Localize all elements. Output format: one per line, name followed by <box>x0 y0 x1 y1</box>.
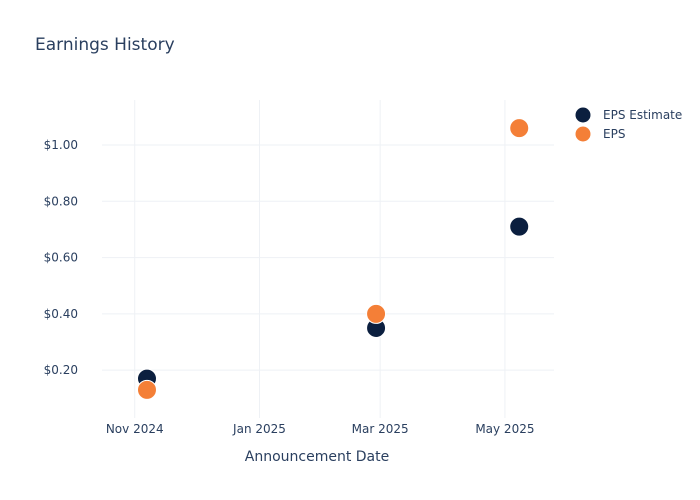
grid-layer <box>102 100 554 418</box>
y-tick-label: $0.80 <box>44 194 78 208</box>
data-point[interactable] <box>366 303 387 324</box>
y-tick-label: $1.00 <box>44 138 78 152</box>
y-tick-label: $0.40 <box>44 307 78 321</box>
series-eps <box>136 118 530 400</box>
x-tick-label: Mar 2025 <box>352 422 409 436</box>
data-point[interactable] <box>136 379 157 400</box>
legend-item[interactable]: EPS <box>575 126 626 142</box>
x-tick-label: Jan 2025 <box>232 422 286 436</box>
data-points <box>136 118 530 400</box>
legend-label: EPS Estimate <box>603 108 682 122</box>
chart-title: Earnings History <box>35 35 175 55</box>
x-axis-ticks: Nov 2024 Jan 2025 Mar 2025 May 2025 <box>106 422 535 436</box>
legend-label: EPS <box>603 127 625 141</box>
y-tick-label: $0.60 <box>44 251 78 265</box>
legend[interactable]: EPS Estimate EPS <box>575 107 683 142</box>
series-eps-estimate <box>136 216 530 389</box>
legend-marker <box>575 107 591 123</box>
x-tick-label: May 2025 <box>475 422 534 436</box>
legend-marker <box>575 126 591 142</box>
data-point[interactable] <box>509 118 530 139</box>
x-tick-label: Nov 2024 <box>106 422 164 436</box>
data-point[interactable] <box>509 216 530 237</box>
y-axis-ticks: $0.20 $0.40 $0.60 $0.80 $1.00 <box>44 138 78 377</box>
legend-item[interactable]: EPS Estimate <box>575 107 683 123</box>
x-axis-title: Announcement Date <box>245 449 389 465</box>
y-tick-label: $0.20 <box>44 363 78 377</box>
